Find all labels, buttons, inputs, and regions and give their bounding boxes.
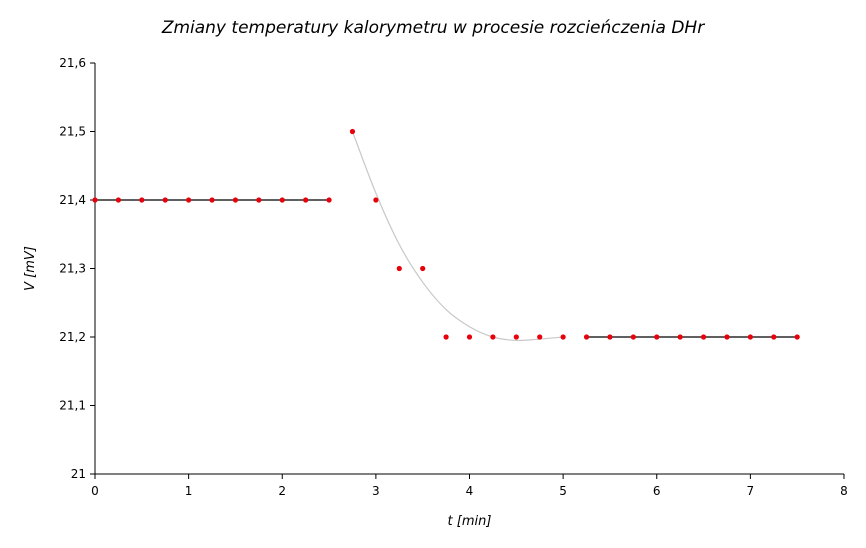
tick-labels: 0 1 2 3 4 5 6 7 8 21 21,1 21,2 21,3 21,4 21,5 21,6 (59, 56, 848, 498)
data-point (279, 197, 285, 203)
data-point (232, 197, 239, 203)
x-tick-label: 4 (466, 484, 474, 498)
data-point (396, 265, 402, 272)
data-point (490, 334, 496, 340)
x-tick-label: 7 (747, 484, 755, 498)
data-point (139, 197, 145, 203)
data-point (794, 334, 800, 340)
data-point (747, 334, 753, 340)
data-point (466, 334, 473, 340)
data-point (349, 128, 356, 135)
fit-curves (95, 131, 798, 342)
x-tick-label: 0 (91, 484, 99, 498)
axes (90, 62, 845, 479)
y-tick-label: 21 (71, 467, 86, 481)
data-point (654, 334, 660, 340)
x-tick-label: 3 (372, 484, 380, 498)
chart-title: Zmiany temperatury kalorymetru w procesi… (161, 18, 705, 38)
data-point (209, 197, 215, 203)
data-point (700, 334, 707, 340)
data-point (513, 334, 519, 340)
y-tick-label: 21,1 (59, 399, 86, 413)
data-points (92, 128, 800, 340)
x-tick-label: 5 (559, 484, 567, 498)
y-tick-label: 21,6 (59, 56, 86, 70)
data-point (537, 334, 543, 340)
data-point (677, 334, 683, 340)
data-point (162, 197, 168, 203)
data-point (326, 197, 332, 203)
data-point (607, 334, 613, 340)
data-point (420, 265, 426, 272)
data-point (583, 334, 590, 340)
data-point (443, 334, 449, 340)
data-point (115, 197, 122, 203)
y-axis-label: V [mV] (23, 246, 38, 291)
x-tick-label: 1 (185, 484, 193, 498)
x-tick-label: 8 (840, 484, 848, 498)
data-point (186, 197, 192, 203)
x-tick-label: 6 (653, 484, 661, 498)
x-axis-label: t [min] (448, 514, 492, 529)
data-point (92, 197, 98, 203)
data-point (256, 197, 262, 203)
x-tick-label: 2 (278, 484, 286, 498)
data-point (724, 334, 730, 340)
data-point (303, 197, 309, 203)
y-tick-label: 21,2 (59, 330, 86, 344)
data-point (630, 334, 636, 340)
main-period-fit-curve (351, 131, 564, 342)
data-point (771, 334, 777, 340)
data-point (373, 197, 379, 203)
y-tick-label: 21,4 (59, 193, 86, 207)
data-point (560, 334, 566, 340)
y-tick-label: 21,3 (59, 262, 86, 276)
y-tick-label: 21,5 (59, 125, 86, 139)
